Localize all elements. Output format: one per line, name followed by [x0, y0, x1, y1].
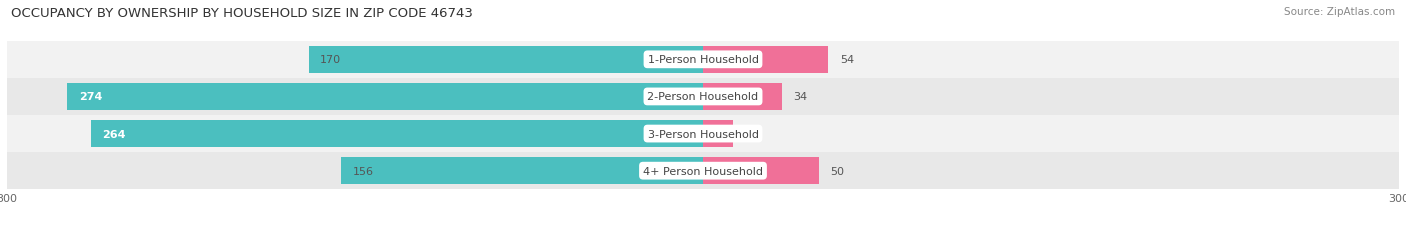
Text: Source: ZipAtlas.com: Source: ZipAtlas.com	[1284, 7, 1395, 17]
Bar	[703, 84, 782, 110]
Bar	[703, 47, 828, 73]
Text: 54: 54	[839, 55, 853, 65]
Text: OCCUPANCY BY OWNERSHIP BY HOUSEHOLD SIZE IN ZIP CODE 46743: OCCUPANCY BY OWNERSHIP BY HOUSEHOLD SIZE…	[11, 7, 474, 20]
Bar	[7, 116, 1399, 152]
Text: 156: 156	[353, 166, 374, 176]
Text: 2-Person Household: 2-Person Household	[647, 92, 759, 102]
Bar	[7, 42, 1399, 79]
Text: 13: 13	[745, 129, 759, 139]
Bar	[90, 121, 703, 147]
Bar	[703, 121, 733, 147]
Text: 1-Person Household: 1-Person Household	[648, 55, 758, 65]
Bar	[342, 158, 703, 184]
Bar	[7, 152, 1399, 189]
Text: 3-Person Household: 3-Person Household	[648, 129, 758, 139]
Text: 170: 170	[321, 55, 342, 65]
Text: 4+ Person Household: 4+ Person Household	[643, 166, 763, 176]
Text: 50: 50	[831, 166, 845, 176]
Bar	[308, 47, 703, 73]
Text: 264: 264	[103, 129, 125, 139]
Text: 274: 274	[79, 92, 103, 102]
Bar	[703, 158, 818, 184]
Bar	[7, 79, 1399, 116]
Bar	[67, 84, 703, 110]
Text: 34: 34	[793, 92, 807, 102]
